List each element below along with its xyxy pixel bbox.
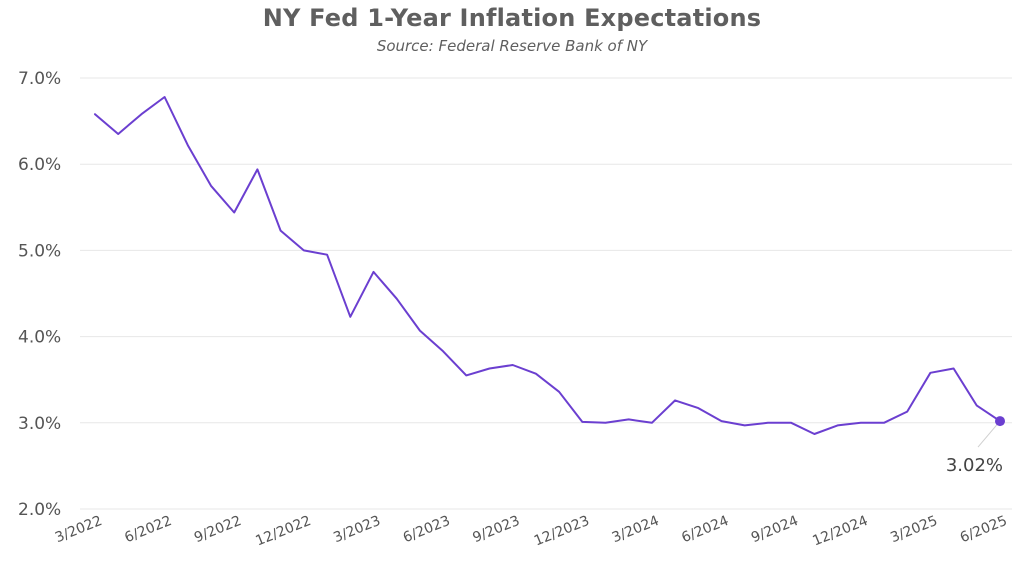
x-axis-ticks: 3/2022 6/2022 9/2022 12/2022 3/2023 6/2023 9/2… — [53, 513, 1010, 550]
x-tick-label: 12/2024 — [810, 513, 870, 550]
grid-lines — [80, 77, 1012, 510]
x-tick-label: 12/2023 — [532, 513, 592, 550]
x-tick-label: 3/2024 — [610, 513, 662, 546]
y-tick-label: 5.0% — [18, 241, 61, 261]
y-axis-ticks: 7.0% 6.0% 5.0% 4.0% 3.0% 2.0% — [18, 69, 61, 520]
series-layer — [94, 96, 1001, 435]
x-tick-label: 3/2025 — [888, 513, 940, 546]
x-tick-label: 9/2022 — [192, 513, 244, 546]
last-data-point — [995, 416, 1005, 427]
x-tick-label: 12/2022 — [253, 513, 313, 550]
y-tick-label: 3.0% — [18, 414, 61, 434]
y-tick-label: 4.0% — [18, 328, 61, 348]
last-point-leader — [977, 420, 1001, 448]
chart-title: NY Fed 1-Year Inflation Expectations — [262, 4, 762, 32]
x-tick-label: 6/2022 — [122, 513, 174, 546]
annotation-layer: 3.02% — [946, 416, 1005, 476]
last-point-label: 3.02% — [946, 455, 1003, 476]
x-tick-label: 3/2023 — [331, 513, 383, 546]
x-tick-label: 9/2023 — [471, 513, 523, 546]
series-line — [94, 96, 1001, 435]
x-tick-label: 6/2024 — [679, 513, 731, 546]
y-tick-label: 2.0% — [18, 500, 61, 520]
x-tick-label: 6/2023 — [401, 513, 453, 546]
x-tick-label: 6/2025 — [958, 513, 1010, 546]
y-tick-label: 6.0% — [18, 155, 61, 175]
y-tick-label: 7.0% — [18, 69, 61, 89]
x-tick-label: 9/2024 — [749, 513, 801, 546]
chart-subtitle: Source: Federal Reserve Bank of NY — [376, 37, 648, 55]
